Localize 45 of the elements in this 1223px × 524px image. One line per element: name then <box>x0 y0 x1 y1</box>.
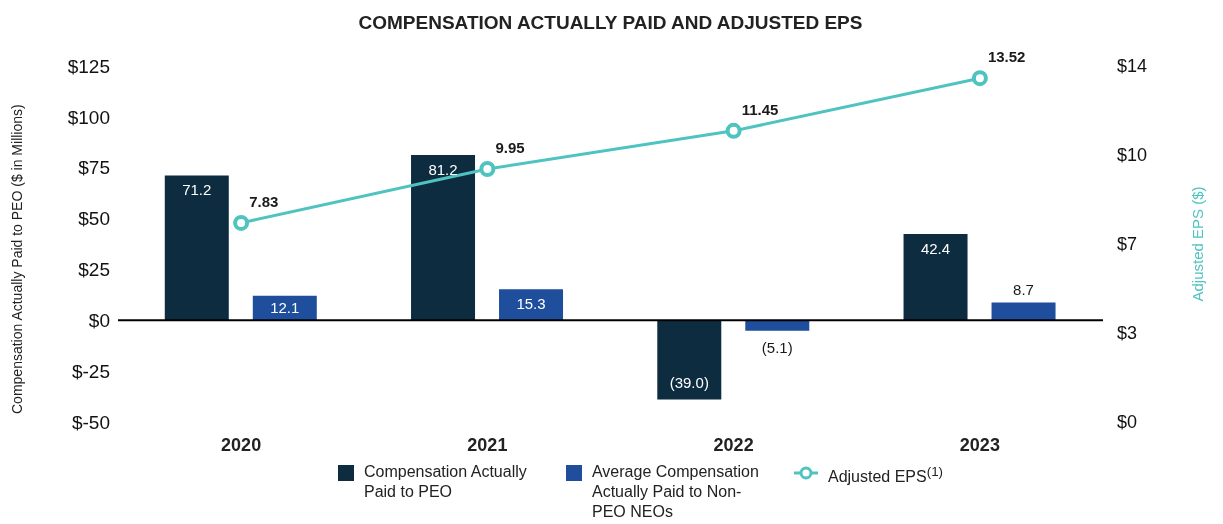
data-label: 7.83 <box>249 192 279 210</box>
point <box>233 214 250 231</box>
y2-axis-title: Adjusted EPS ($) <box>1189 186 1207 302</box>
point <box>971 70 988 87</box>
bar <box>411 155 476 321</box>
data-label: 11.45 <box>741 100 779 118</box>
chart-title: COMPENSATION ACTUALLY PAID AND ADJUSTED EPS <box>357 11 864 35</box>
data-label: (5.1) <box>761 338 793 356</box>
y-tick-label: $125 <box>67 55 110 77</box>
data-label: 13.52 <box>987 48 1026 66</box>
data-label: 9.95 <box>495 138 525 156</box>
legend-label: Compensation Actually Paid to PEO <box>363 463 527 500</box>
bar <box>164 175 229 321</box>
y-tick-label: $25 <box>78 259 110 281</box>
x-tick-label: 2020 <box>221 434 262 455</box>
data-label: 15.3 <box>516 295 546 313</box>
bar <box>657 320 722 400</box>
y2-tick-label: $14 <box>1117 56 1148 77</box>
data-label: 8.7 <box>1013 280 1034 298</box>
data-label: 71.2 <box>182 181 212 199</box>
x-tick-label: 2021 <box>467 434 508 455</box>
x-tick-label: 2023 <box>959 434 1000 455</box>
y-axis-title: Compensation Actually Paid to PEO ($ in Millions) <box>8 104 25 414</box>
y-tick-label: $0 <box>88 310 110 332</box>
y-tick-label: $-25 <box>71 360 110 382</box>
data-label: 42.4 <box>920 240 951 258</box>
data-label: 12.1 <box>270 298 300 316</box>
y-tick-label: $-50 <box>71 411 110 433</box>
point <box>479 160 496 177</box>
y2-tick-label: $0 <box>1117 412 1138 433</box>
y2-tick-label: $10 <box>1117 145 1148 166</box>
bar <box>903 234 968 321</box>
y2-tick-label: $3 <box>1117 323 1138 344</box>
y-tick-label: $100 <box>67 106 110 128</box>
data-label: (39.0) <box>669 373 709 391</box>
y-tick-label: $50 <box>78 208 110 230</box>
y-tick-label: $75 <box>78 157 110 179</box>
point <box>725 122 742 139</box>
x-tick-label: 2022 <box>713 434 754 455</box>
bar <box>991 302 1056 321</box>
legend-label: Adjusted EPS$^{(1)}$ <box>827 464 944 486</box>
y2-tick-label: $7 <box>1117 234 1138 255</box>
legend-label: Average Compensation Actually Paid to Non-PEO NEOs <box>591 463 759 520</box>
data-label: 81.2 <box>428 161 458 179</box>
bar <box>745 320 810 331</box>
